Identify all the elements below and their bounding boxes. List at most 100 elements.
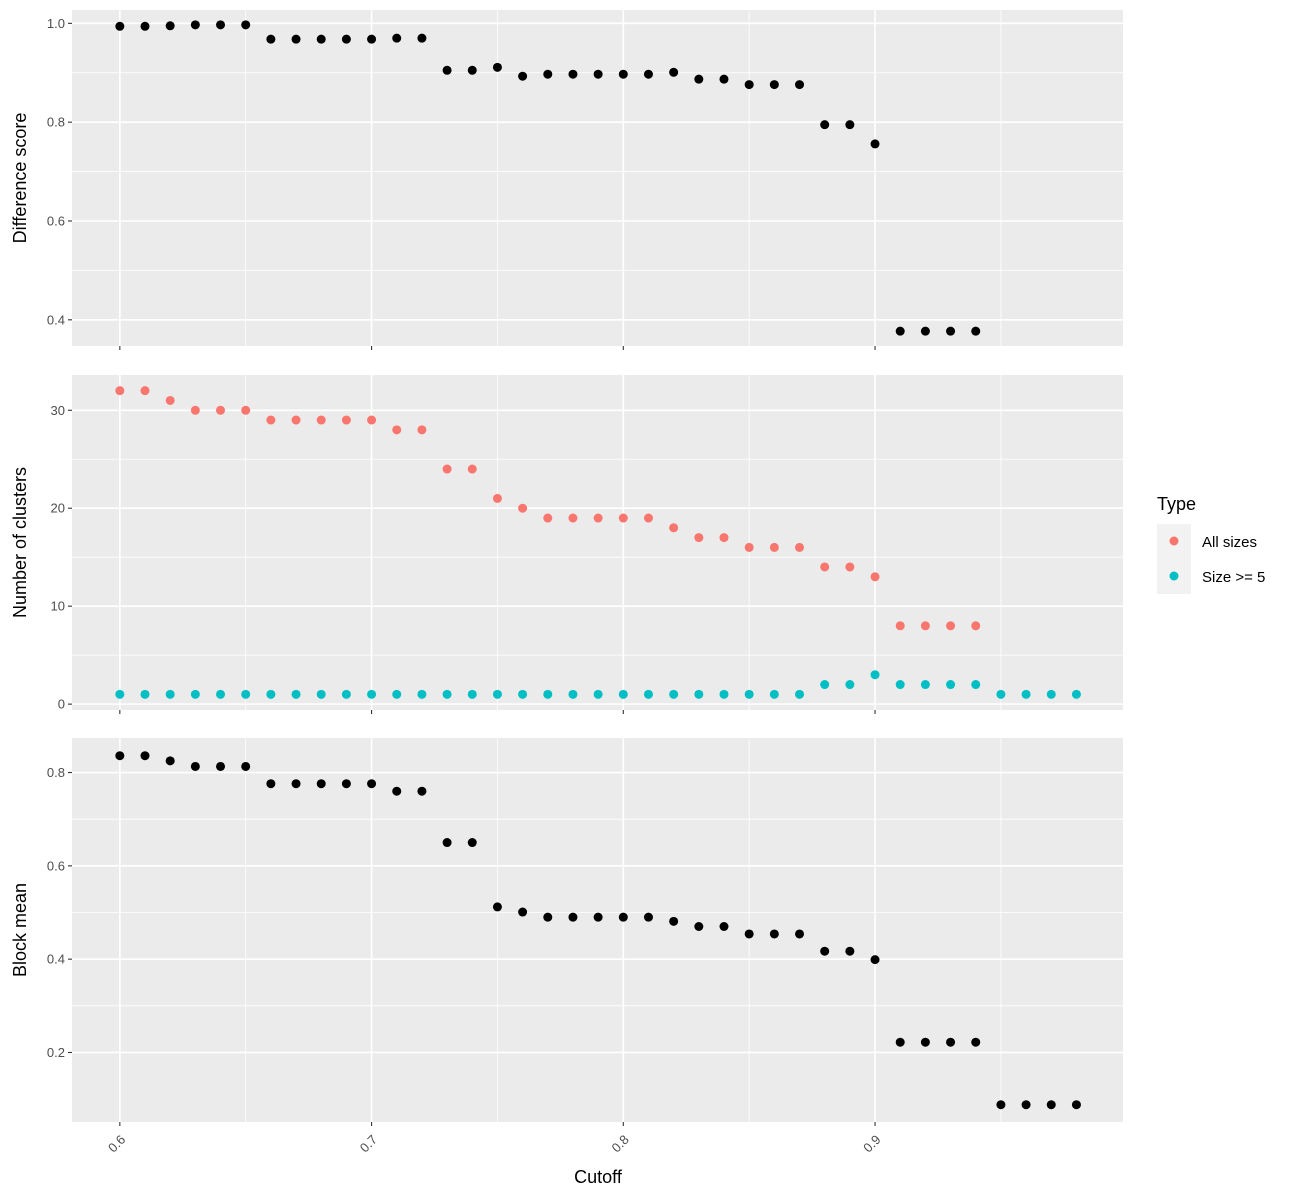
data-point: [719, 922, 729, 932]
y-tick-label: 0: [58, 697, 65, 712]
data-point: [694, 922, 704, 932]
data-point: [996, 1100, 1006, 1110]
data-point: [920, 326, 930, 336]
data-point: [694, 533, 704, 543]
data-point: [895, 326, 905, 336]
data-point: [165, 756, 175, 766]
data-point: [845, 562, 855, 572]
data-point: [266, 415, 276, 425]
x-axis-title: Cutoff: [574, 1167, 623, 1187]
x-tick-label: 0.7: [357, 1132, 380, 1155]
data-point: [971, 621, 981, 631]
data-point: [442, 838, 452, 848]
data-point: [795, 80, 805, 90]
data-point: [643, 912, 653, 922]
data-point: [870, 572, 880, 582]
legend: Type All sizes Size >= 5: [1157, 494, 1265, 594]
data-point: [266, 779, 276, 789]
data-point: [618, 689, 628, 699]
data-point: [492, 62, 502, 72]
data-point: [241, 689, 251, 699]
data-point: [618, 912, 628, 922]
y-axis-title: Number of clusters: [10, 467, 30, 618]
data-point: [492, 689, 502, 699]
data-point: [769, 929, 779, 939]
data-point: [820, 120, 830, 130]
data-point: [241, 20, 251, 30]
data-point: [1071, 689, 1081, 699]
data-point: [467, 689, 477, 699]
legend-key-background: [1157, 524, 1191, 594]
data-point: [1071, 1100, 1081, 1110]
data-point: [694, 689, 704, 699]
data-point: [870, 139, 880, 149]
data-point: [1021, 689, 1031, 699]
data-point: [593, 513, 603, 523]
y-tick-label: 0.6: [47, 858, 65, 873]
panel-2: 0 10 20 30 Number of clusters: [10, 375, 1123, 714]
data-point: [316, 415, 326, 425]
data-point: [165, 689, 175, 699]
data-point: [845, 946, 855, 956]
data-point: [417, 786, 427, 796]
panel-background: [72, 738, 1123, 1122]
data-point: [820, 562, 830, 572]
legend-key-all-sizes: [1169, 536, 1179, 546]
series-all-sizes: [115, 386, 981, 631]
x-tick-label: 0.6: [105, 1132, 128, 1155]
data-point: [669, 67, 679, 77]
data-point: [568, 513, 578, 523]
data-point: [392, 425, 402, 435]
data-point: [467, 464, 477, 474]
data-point: [1046, 689, 1056, 699]
data-point: [518, 71, 528, 81]
data-point: [719, 689, 729, 699]
data-point: [996, 689, 1006, 699]
data-point: [316, 779, 326, 789]
data-point: [895, 680, 905, 690]
data-point: [367, 689, 377, 699]
data-point: [920, 1037, 930, 1047]
data-point: [316, 34, 326, 44]
data-point: [971, 326, 981, 336]
data-point: [568, 689, 578, 699]
y-tick-label: 0.4: [47, 952, 65, 967]
data-point: [669, 916, 679, 926]
series-size-5: [115, 670, 1081, 699]
data-point: [643, 689, 653, 699]
data-point: [946, 326, 956, 336]
data-point: [870, 955, 880, 965]
data-point: [367, 415, 377, 425]
data-point: [341, 779, 351, 789]
y-tick-label: 0.4: [47, 312, 65, 327]
data-point: [367, 779, 377, 789]
y-tick-label: 0.8: [47, 765, 65, 780]
y-axis-title: Difference score: [10, 113, 30, 244]
data-point: [392, 689, 402, 699]
data-point: [719, 533, 729, 543]
legend-title: Type: [1157, 494, 1196, 514]
data-point: [392, 786, 402, 796]
data-point: [291, 689, 301, 699]
data-point: [971, 680, 981, 690]
data-point: [518, 689, 528, 699]
data-point: [744, 929, 754, 939]
data-point: [946, 621, 956, 631]
y-tick-label: 30: [51, 403, 65, 418]
data-point: [291, 415, 301, 425]
data-point: [795, 929, 805, 939]
data-point: [694, 74, 704, 84]
y-tick-label: 1.0: [47, 16, 65, 31]
data-point: [946, 680, 956, 690]
data-point: [417, 425, 427, 435]
data-point: [593, 69, 603, 79]
data-point: [593, 689, 603, 699]
y-axis-title: Block mean: [10, 883, 30, 977]
data-point: [769, 542, 779, 552]
data-point: [744, 80, 754, 90]
data-point: [820, 946, 830, 956]
data-point: [140, 21, 150, 31]
data-point: [417, 33, 427, 43]
data-point: [216, 20, 226, 30]
data-point: [341, 689, 351, 699]
